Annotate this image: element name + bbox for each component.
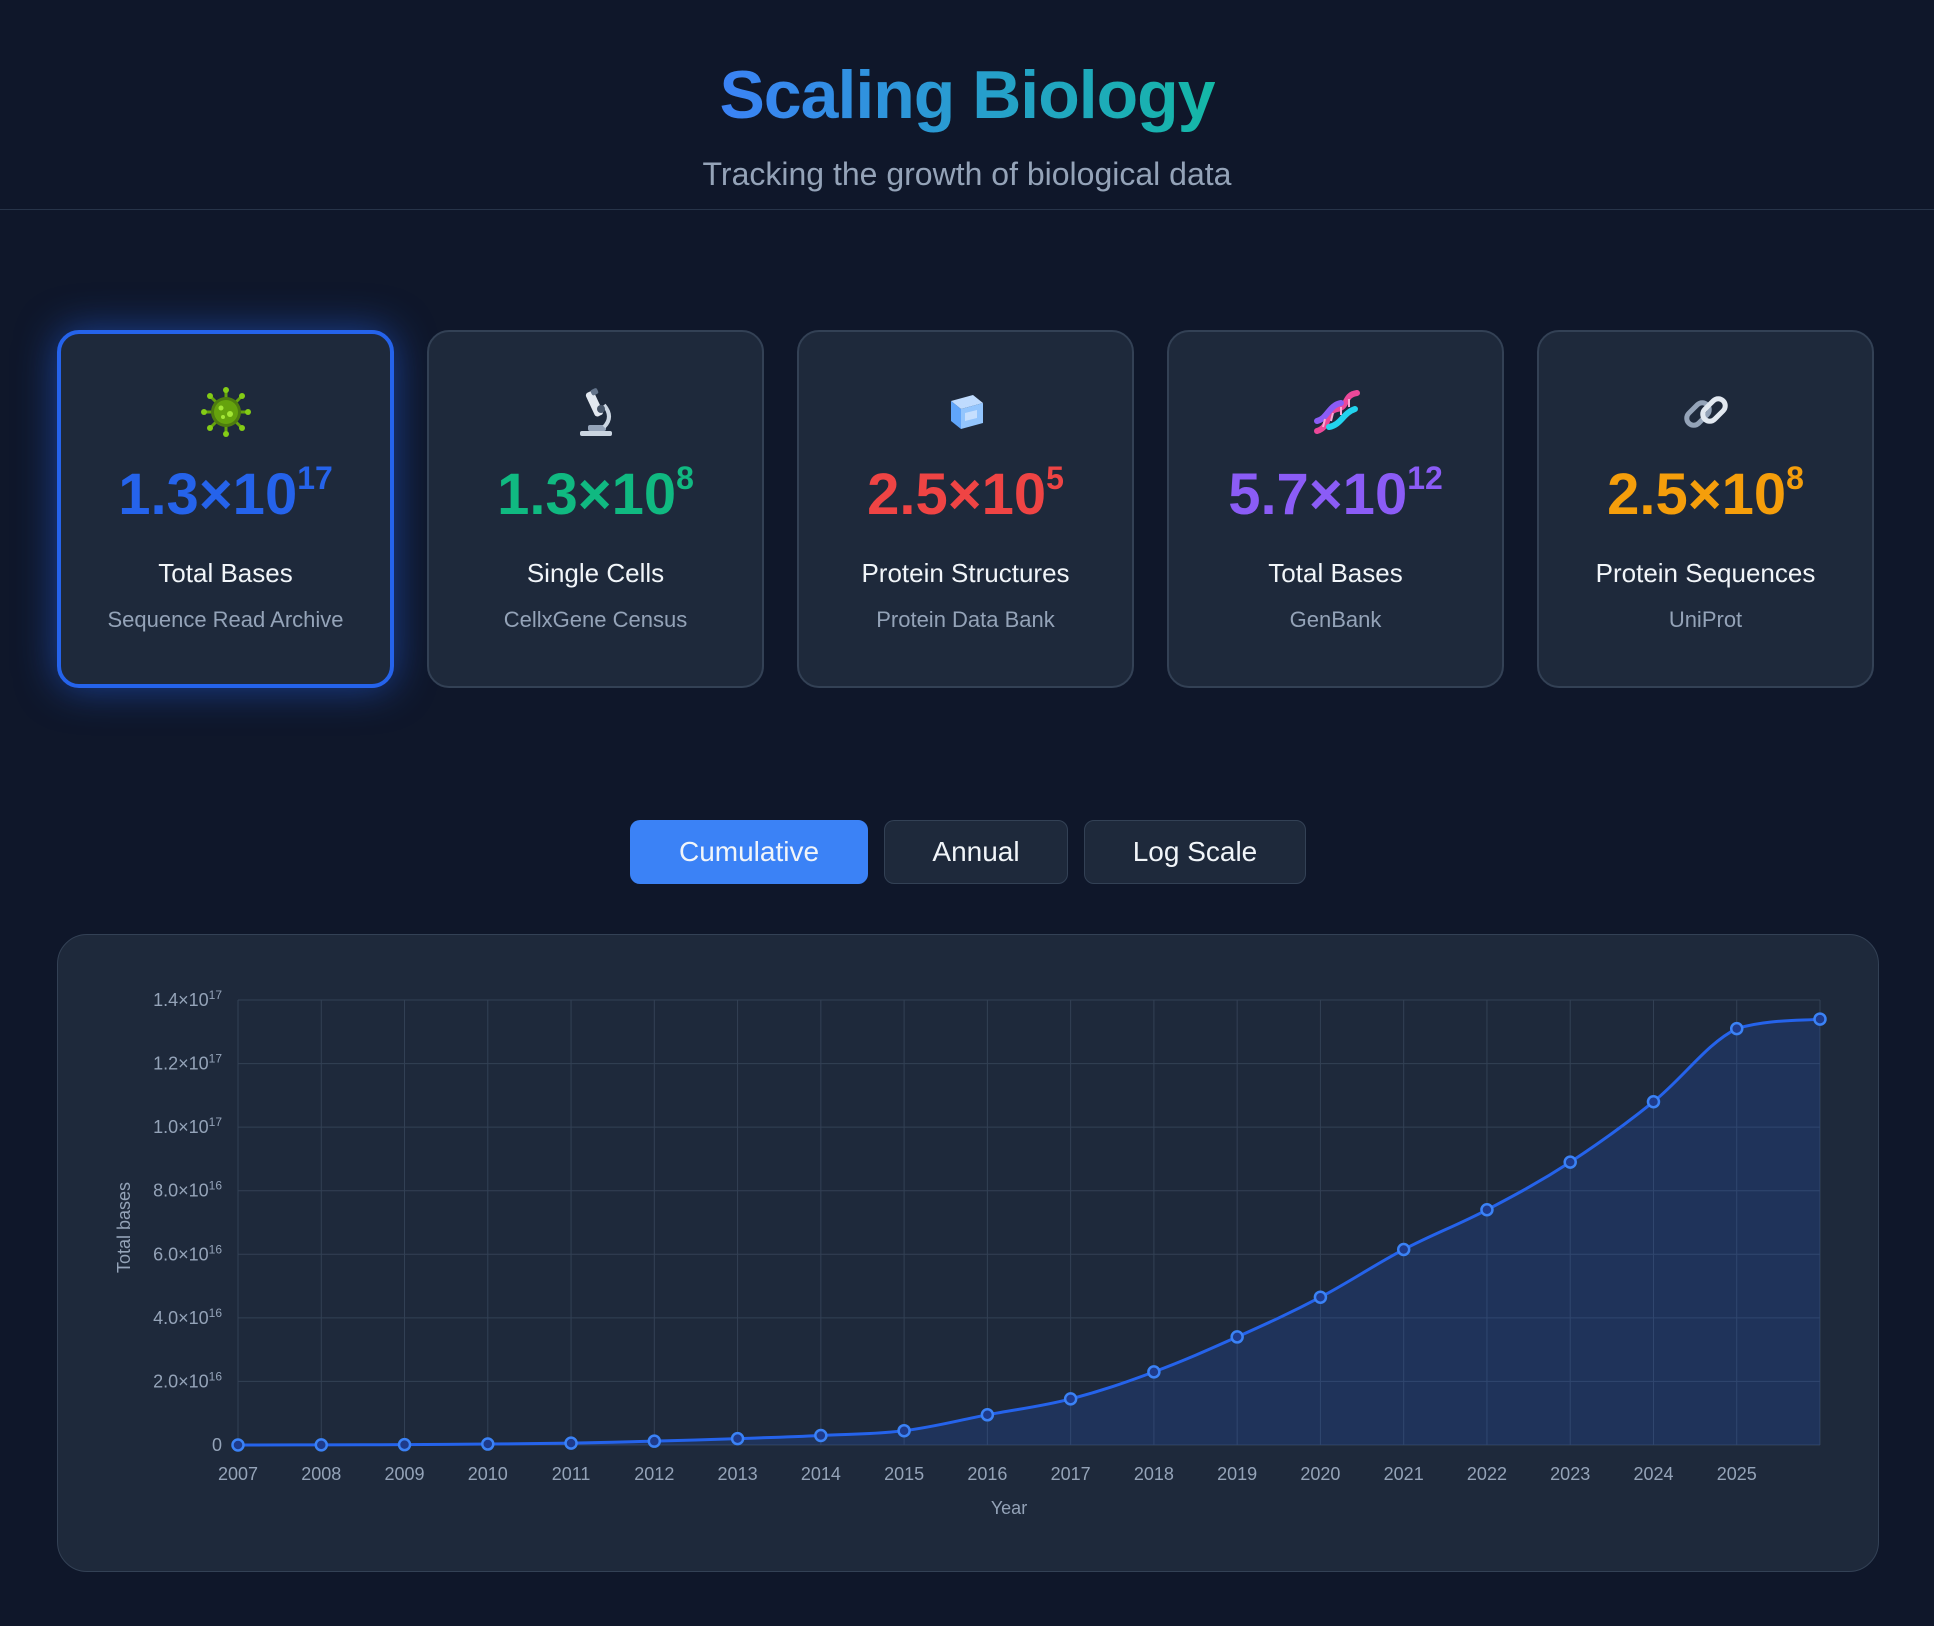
x-tick-label: 2025 <box>1717 1464 1757 1484</box>
stat-label: Protein Structures <box>861 558 1070 588</box>
data-point <box>1813 1012 1827 1026</box>
y-tick-label: 6.0×1016 <box>153 1242 222 1264</box>
x-tick-label: 2017 <box>1051 1464 1091 1484</box>
data-point <box>647 1434 662 1448</box>
data-point <box>481 1437 495 1451</box>
data-point <box>1563 1155 1577 1169</box>
virus-icon <box>61 382 390 442</box>
y-tick-label: 8.0×1016 <box>153 1179 222 1201</box>
data-point <box>1396 1242 1411 1257</box>
x-tick-label: 2022 <box>1467 1464 1507 1484</box>
stat-card-pdb[interactable]: 2.5×105 Protein Structures Protein Data … <box>797 330 1134 688</box>
data-point <box>1063 1392 1078 1406</box>
stat-label: Protein Sequences <box>1595 558 1816 588</box>
x-tick-label: 2019 <box>1217 1464 1257 1484</box>
data-point <box>231 1438 245 1452</box>
x-tick-label: 2008 <box>301 1464 341 1484</box>
x-tick-label: 2021 <box>1384 1464 1424 1484</box>
microscope-icon <box>429 382 762 442</box>
x-tick-label: 2007 <box>218 1464 258 1484</box>
stat-value: 5.7×1012 <box>1228 460 1443 527</box>
y-tick-label: 4.0×1016 <box>153 1306 222 1328</box>
y-tick-label: 1.0×1017 <box>153 1115 222 1137</box>
stat-card-sra[interactable]: 1.3×1017 Total Bases Sequence Read Archi… <box>57 330 394 688</box>
x-tick-label: 2011 <box>552 1464 591 1484</box>
data-point <box>1313 1290 1328 1304</box>
stat-source: CellxGene Census <box>503 607 688 632</box>
y-tick-label: 1.4×1017 <box>153 988 222 1010</box>
data-point <box>314 1438 329 1452</box>
page-subtitle: Tracking the growth of biological data <box>702 156 1232 192</box>
plot-area <box>238 1000 1820 1445</box>
tab-annual[interactable]: Annual <box>884 820 1068 884</box>
x-axis-label: Year <box>991 1498 1027 1518</box>
y-axis-label: Total bases <box>114 1182 134 1273</box>
x-tick-label: 2009 <box>385 1464 425 1484</box>
data-point <box>897 1423 911 1438</box>
stat-card-genbank[interactable]: 5.7×1012 Total Bases GenBank <box>1167 330 1504 688</box>
stat-value: 2.5×105 <box>867 460 1064 527</box>
x-tick-label: 2013 <box>718 1464 758 1484</box>
data-point <box>1480 1203 1494 1217</box>
stat-source: Sequence Read Archive <box>107 607 344 632</box>
page-header: Scaling Biology Tracking the growth of b… <box>0 0 1934 210</box>
data-point <box>1230 1330 1244 1344</box>
data-point <box>980 1408 995 1422</box>
x-tick-label: 2012 <box>634 1464 674 1484</box>
stat-source: Protein Data Bank <box>876 607 1055 632</box>
growth-chart: 0 2.0×1016 4.0×1016 6.0×1016 8.0×1016 1.0×101… <box>114 988 1827 1518</box>
stat-card-cellxgene[interactable]: 1.3×108 Single Cells CellxGene Census <box>427 330 764 688</box>
stat-label: Single Cells <box>526 558 665 588</box>
x-tick-label: 2023 <box>1550 1464 1590 1484</box>
stat-source: UniProt <box>1668 607 1743 632</box>
series-area <box>238 1019 1820 1445</box>
stat-value: 2.5×108 <box>1607 460 1804 527</box>
ice-cube-icon <box>799 382 1132 442</box>
x-tick-label: 2020 <box>1300 1464 1340 1484</box>
chart-panel: 0 2.0×1016 4.0×1016 6.0×1016 8.0×1016 1.0×101… <box>57 934 1879 1572</box>
stat-cards: 1.3×1017 Total Bases Sequence Read Archi… <box>57 330 1874 688</box>
page-title: Scaling Biology <box>719 57 1215 133</box>
data-point <box>1729 1021 1744 1036</box>
view-tabs: Cumulative Annual Log Scale <box>630 820 1306 884</box>
x-tick-label: 2010 <box>468 1464 508 1484</box>
x-tick-label: 2014 <box>801 1464 841 1484</box>
x-tick-label: 2018 <box>1134 1464 1174 1484</box>
x-tick-label: 2015 <box>884 1464 924 1484</box>
y-tick-label: 0 <box>212 1435 222 1455</box>
stat-label: Total Bases <box>1268 558 1403 588</box>
stat-value: 1.3×108 <box>497 460 694 527</box>
x-tick-label: 2024 <box>1633 1464 1673 1484</box>
data-point <box>564 1436 578 1450</box>
stat-source: GenBank <box>1289 607 1382 632</box>
y-tick-label: 1.2×1017 <box>153 1052 222 1074</box>
data-point <box>814 1428 828 1443</box>
tab-cumulative[interactable]: Cumulative <box>630 820 868 884</box>
data-point <box>730 1431 745 1446</box>
data-point <box>397 1437 412 1452</box>
dna-icon <box>1169 382 1502 442</box>
stat-value: 1.3×1017 <box>118 460 333 527</box>
stat-card-uniprot[interactable]: 2.5×108 Protein Sequences UniProt <box>1537 330 1874 688</box>
x-tick-label: 2016 <box>967 1464 1007 1484</box>
tab-log-scale[interactable]: Log Scale <box>1084 820 1306 884</box>
y-tick-label: 2.0×1016 <box>153 1369 222 1391</box>
data-point <box>1147 1365 1161 1379</box>
stat-label: Total Bases <box>158 558 293 588</box>
data-point <box>1646 1094 1661 1109</box>
link-icon <box>1539 382 1872 442</box>
